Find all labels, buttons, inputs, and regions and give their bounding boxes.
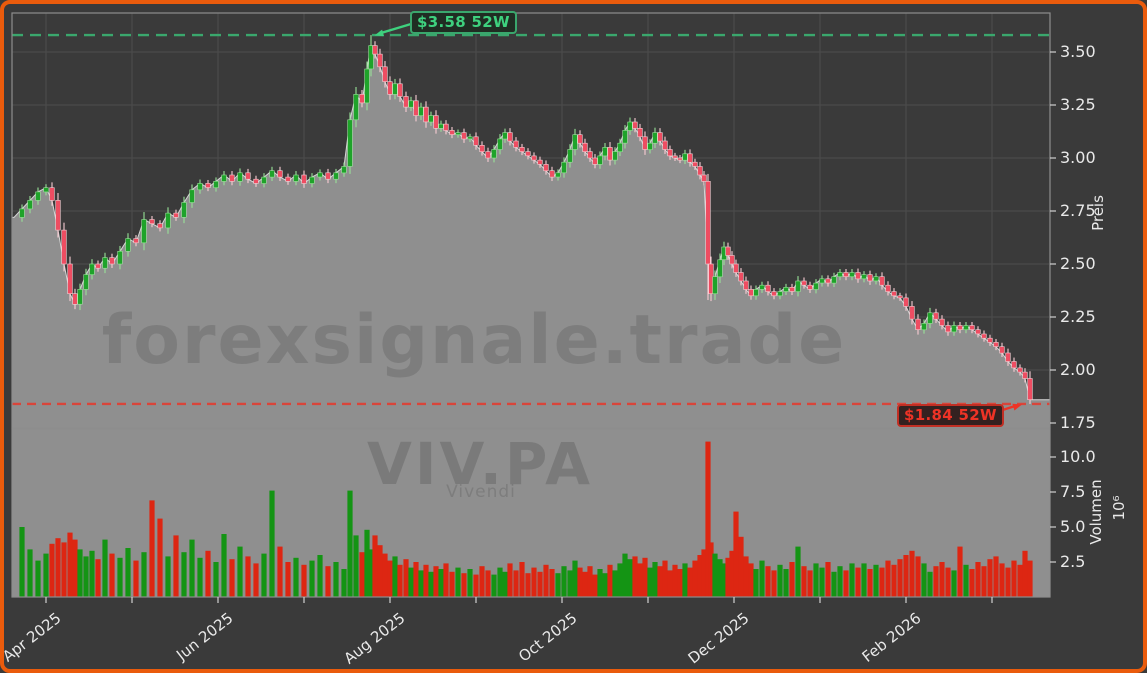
volume-bars-layer xyxy=(19,441,1033,597)
svg-text:Oct 2025: Oct 2025 xyxy=(515,609,580,666)
svg-text:Feb 2026: Feb 2026 xyxy=(859,609,925,666)
svg-text:3.50: 3.50 xyxy=(1060,42,1096,61)
svg-text:2.50: 2.50 xyxy=(1060,254,1096,273)
svg-text:Aug 2025: Aug 2025 xyxy=(340,609,408,668)
axis-titles: Preis Volumen 10⁶ xyxy=(1087,195,1128,545)
svg-text:1.75: 1.75 xyxy=(1060,413,1096,432)
high-52w-annotation: $3.58 52W xyxy=(410,11,517,34)
candles-layer xyxy=(19,35,1033,404)
svg-text:3.25: 3.25 xyxy=(1060,95,1096,114)
volume-axis-scale: 10⁶ xyxy=(1110,495,1128,520)
svg-text:10.0: 10.0 xyxy=(1060,447,1096,466)
svg-text:Jun 2025: Jun 2025 xyxy=(172,609,236,665)
svg-text:2.75: 2.75 xyxy=(1060,201,1096,220)
svg-text:5.0: 5.0 xyxy=(1060,517,1085,536)
svg-text:7.5: 7.5 xyxy=(1060,482,1085,501)
price-axis-title: Preis xyxy=(1089,195,1107,231)
svg-text:2.00: 2.00 xyxy=(1060,360,1096,379)
watermark-company: Vivendi xyxy=(446,482,516,502)
svg-text:Dec 2025: Dec 2025 xyxy=(685,609,753,667)
watermark-brand: forexsignale.trade xyxy=(102,301,847,380)
svg-text:2.25: 2.25 xyxy=(1060,307,1096,326)
watermark-layer: forexsignale.trade VIV.PA Vivendi xyxy=(102,301,847,502)
svg-text:2.5: 2.5 xyxy=(1060,552,1085,571)
watermark-symbol: VIV.PA xyxy=(367,430,593,498)
svg-text:3.00: 3.00 xyxy=(1060,148,1096,167)
low-52w-annotation: $1.84 52W xyxy=(897,404,1004,427)
svg-text:Apr 2025: Apr 2025 xyxy=(0,609,64,666)
volume-axis-title: Volumen xyxy=(1087,479,1105,544)
